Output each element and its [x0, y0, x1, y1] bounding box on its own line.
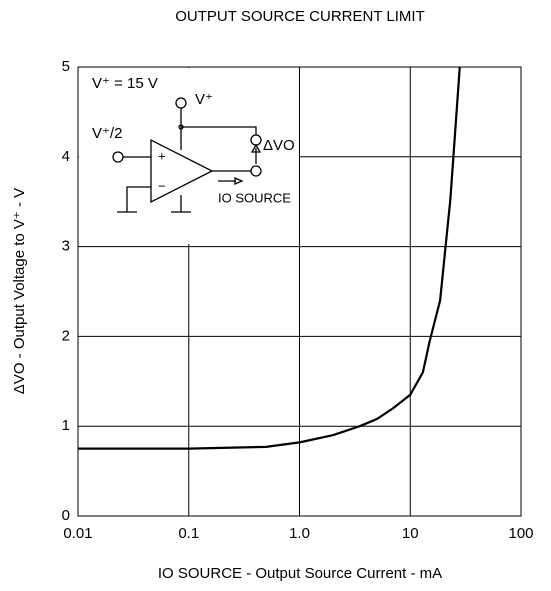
y-tick-label: 0	[62, 507, 70, 524]
arrow-head	[250, 143, 262, 153]
plot-frame	[77, 66, 522, 517]
annotation: V⁺/2	[92, 125, 122, 142]
annotation: IO SOURCE	[218, 190, 291, 205]
schematic: V⁺ = 15 V V⁺ V⁺/2 + − ΔVO IO SOURCE	[79, 68, 299, 244]
x-tick-label: 0.01	[63, 525, 92, 542]
annotation: V⁺ = 15 V	[92, 75, 158, 92]
inset-background	[79, 68, 299, 244]
annotation: V⁺	[195, 91, 213, 108]
x-tick-label: 10	[402, 525, 419, 542]
annotation: −	[158, 178, 166, 193]
x-tick-label: 1.0	[289, 525, 310, 542]
chart-title: OUTPUT SOURCE CURRENT LIMIT	[175, 8, 424, 25]
x-tick-label: 0.1	[178, 525, 199, 542]
op-amp	[150, 138, 214, 204]
y-tick-label: 4	[62, 148, 70, 165]
line	[78, 66, 461, 450]
terminal	[250, 165, 262, 177]
plot	[78, 66, 461, 450]
y-tick-label: 3	[62, 238, 70, 255]
x-axis-label: IO SOURCE - Output Source Current - mA	[158, 565, 442, 582]
y-tick-label: 1	[62, 417, 70, 434]
x-tick-label: 100	[508, 525, 533, 542]
wire	[181, 126, 257, 135]
y-tick-label: 5	[62, 58, 70, 75]
arrow-head	[234, 177, 244, 185]
y-axis-label: ΔVO - Output Voltage to V⁺ - V	[11, 188, 28, 394]
annotation: +	[158, 148, 166, 163]
y-tick-label: 2	[62, 327, 70, 344]
annotation: ΔVO	[263, 137, 295, 154]
wire	[126, 186, 151, 212]
